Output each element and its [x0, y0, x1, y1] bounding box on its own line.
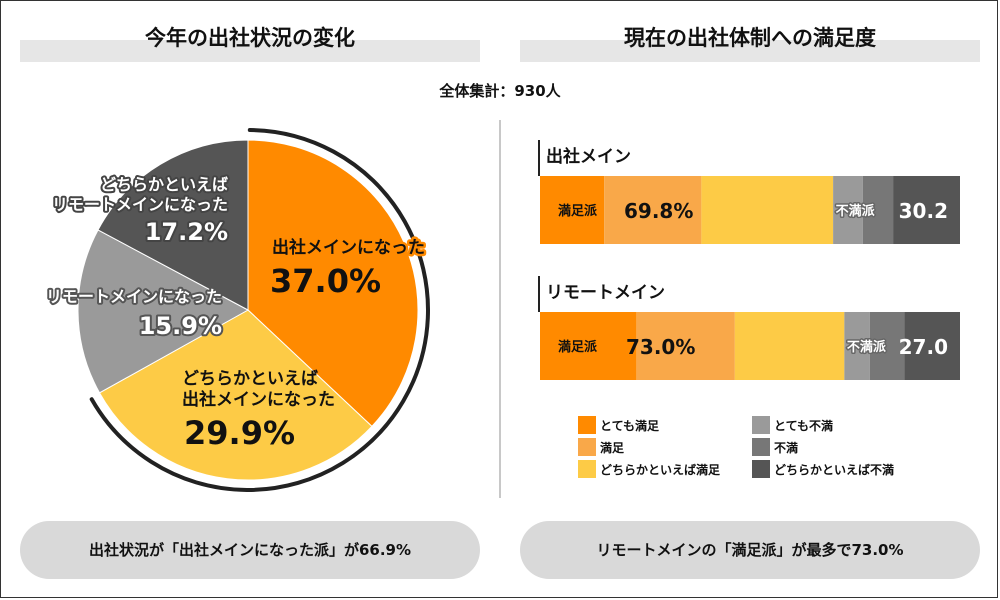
pie-value-1: 29.9%	[184, 414, 295, 452]
bar-1-segment-5	[904, 312, 960, 380]
pie-label-1a: どちらかといえば	[182, 369, 318, 389]
bar-0-segment-1	[604, 176, 702, 244]
bar-satisfied-label-1: 満足派	[558, 339, 598, 355]
legend-item-1: 満足	[578, 438, 624, 456]
bar-0-segment-0	[540, 176, 605, 244]
left-heading: 今年の出社状況の変化	[20, 28, 480, 62]
pie-label-2: リモートメインになった	[46, 287, 222, 306]
bar-1-segment-2	[734, 312, 845, 380]
bar-0-segment-3	[833, 176, 863, 244]
pie-value-3: 17.2%	[145, 218, 228, 246]
pie-label-1b: 出社メインになった	[182, 389, 335, 410]
bar-dissatisfied-total-1: 27.0	[899, 335, 948, 359]
legend-swatch-4	[752, 438, 770, 456]
legend-label-4: 不満	[774, 440, 799, 455]
legend-item-5: どちらかといえば不満	[752, 460, 894, 478]
pie-chart: 出社メインになった37.0%どちらかといえば出社メインになった29.9%リモート…	[44, 128, 430, 492]
bar-satisfied-total-0: 69.8%	[624, 199, 693, 223]
right-summary-pill: リモートメインの「満足派」が最多で73.0%	[520, 521, 980, 579]
pie-value-0: 37.0%	[270, 262, 381, 300]
pie-slice-2	[77, 229, 250, 394]
pie-label-3b: リモートメインになった	[52, 195, 228, 214]
center-divider	[499, 120, 501, 498]
bar-1-segment-0	[540, 312, 637, 380]
pie-label-3a: どちらかといえば	[100, 175, 228, 194]
pie-label-0: 出社メインになった	[272, 237, 425, 258]
bar-0-segment-4	[862, 176, 894, 244]
legend-label-3: とても不満	[774, 418, 834, 433]
legend-label-0: とても満足	[600, 418, 660, 433]
legend-swatch-3	[752, 416, 770, 434]
legend-swatch-1	[578, 438, 596, 456]
legend-label-1: 満足	[600, 440, 625, 455]
legend-label-5: どちらかといえば不満	[774, 462, 895, 477]
legend-swatch-2	[578, 460, 596, 478]
bar-1-segment-3	[844, 312, 870, 380]
bar-0-segment-5	[893, 176, 960, 244]
bar-satisfied-label-0: 満足派	[558, 203, 598, 219]
bar-dissatisfied-label-0: 不満派	[836, 203, 876, 219]
pie-slice-3	[97, 139, 249, 311]
legend-label-2: どちらかといえば満足	[600, 462, 721, 477]
bar-satisfied-total-1: 73.0%	[626, 335, 695, 359]
legend-swatch-0	[578, 416, 596, 434]
pie-slice-0	[247, 139, 419, 428]
pie-value-2: 15.9%	[139, 312, 222, 340]
pie-slice-1	[98, 309, 373, 481]
bar-dissatisfied-label-1: 不満派	[847, 339, 887, 355]
bar-1-segment-1	[636, 312, 735, 380]
bar-dissatisfied-total-0: 30.2	[899, 199, 948, 223]
left-summary-pill: 出社状況が「出社メインになった派」が66.9%	[20, 521, 480, 579]
total-count-label: 全体集計：930人	[439, 82, 561, 100]
legend-item-2: どちらかといえば満足	[578, 460, 720, 478]
legend-item-0: とても満足	[578, 416, 659, 434]
bar-category-0: 出社メイン	[546, 146, 631, 167]
bar-1-segment-4	[869, 312, 905, 380]
bar-category-1: リモートメイン	[546, 283, 665, 303]
legend-swatch-5	[752, 460, 770, 478]
right-heading: 現在の出社体制への満足度	[520, 28, 980, 62]
bar-0-segment-2	[701, 176, 834, 244]
pie-outer-arc	[89, 128, 430, 492]
legend-item-4: 不満	[752, 438, 798, 456]
legend-item-3: とても不満	[752, 416, 833, 434]
